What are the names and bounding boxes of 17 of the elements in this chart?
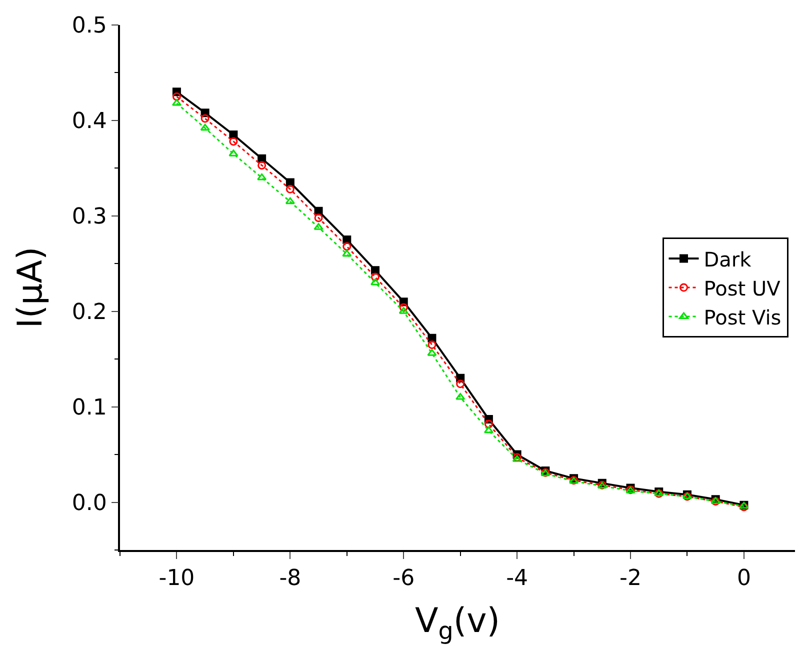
legend-label: Post UV [704, 276, 781, 300]
y-tick-label: 0.5 [72, 14, 107, 39]
legend-label: Post Vis [704, 305, 782, 330]
x-tick-label: -6 [392, 566, 415, 592]
y-tick-label: 0.4 [72, 109, 107, 134]
x-axis-title: V$_{g}$(v) [414, 600, 500, 645]
x-tick-label: -8 [279, 566, 302, 592]
x-tick-label: 0 [736, 566, 751, 592]
y-tick-label: 0.3 [72, 204, 107, 230]
x-tick-label: -2 [620, 566, 642, 592]
y-tick-label: 0.1 [72, 396, 107, 421]
legend-label: Dark [704, 247, 752, 272]
x-tick-label: -4 [506, 566, 528, 592]
y-tick-label: 0.2 [72, 300, 107, 326]
y-axis-title: I(μA) [10, 246, 50, 328]
x-tick-label: -10 [158, 566, 195, 592]
y-tick-label: 0.0 [72, 490, 107, 516]
